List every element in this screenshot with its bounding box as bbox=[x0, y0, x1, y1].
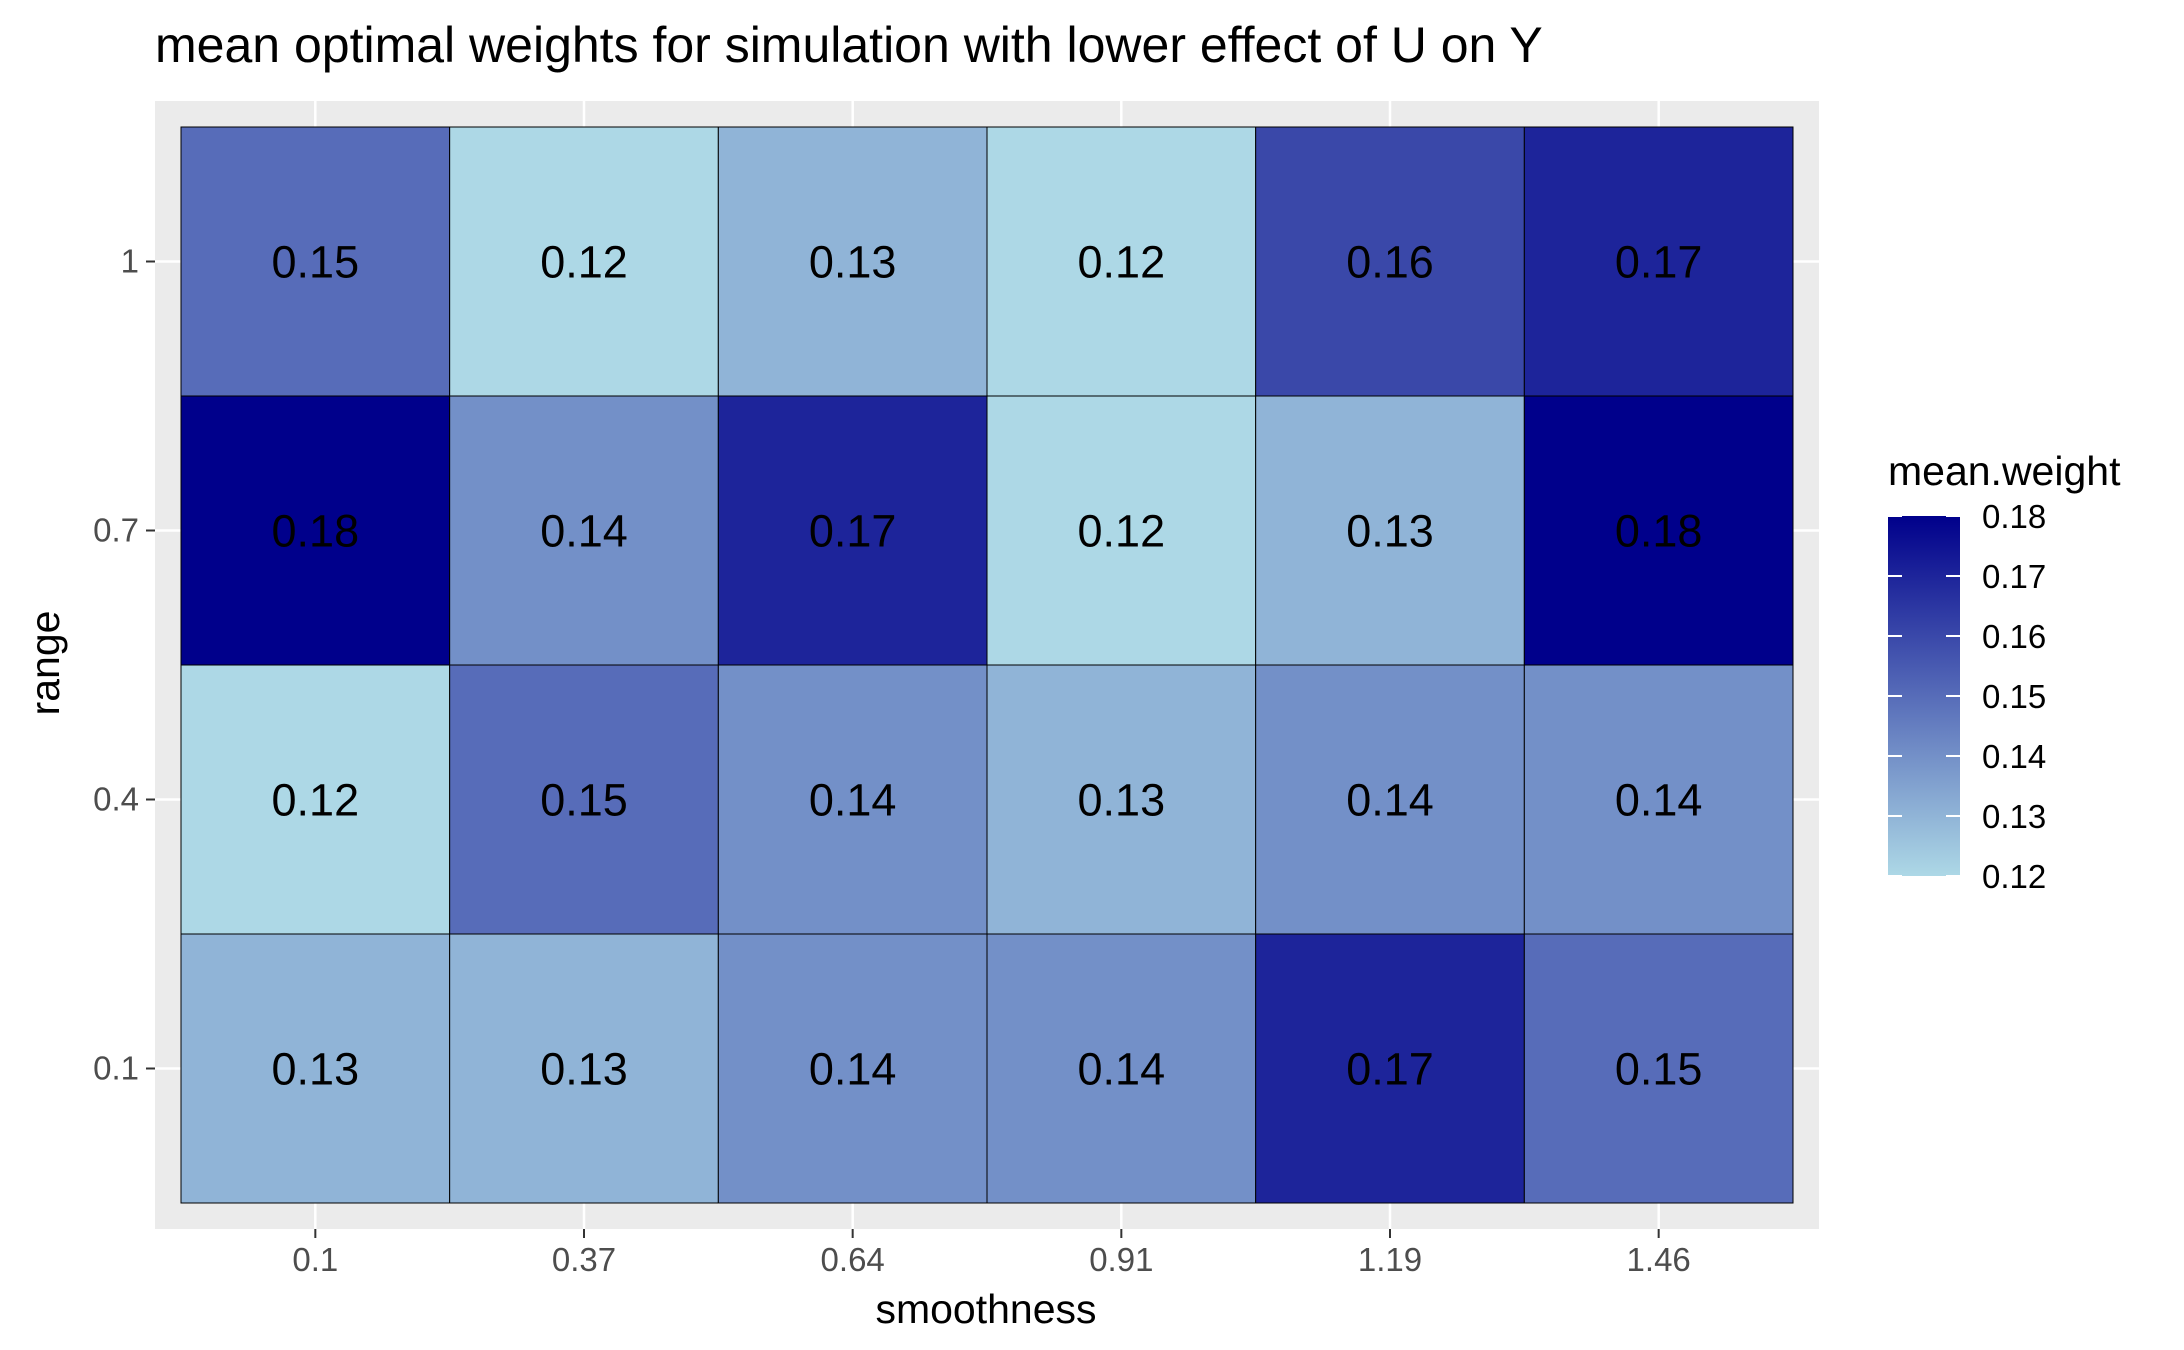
heatmap-cell bbox=[1523, 126, 1794, 397]
cell-value-label: 0.13 bbox=[272, 1044, 360, 1095]
cell-value-label: 0.15 bbox=[540, 775, 628, 826]
y-tick-label: 0.1 bbox=[93, 1050, 139, 1087]
cell-value-label: 0.12 bbox=[272, 775, 360, 826]
cell-value-label: 0.14 bbox=[1615, 775, 1703, 826]
cell-value-label: 0.13 bbox=[540, 1044, 628, 1095]
y-tick-label: 1 bbox=[121, 243, 139, 280]
heatmap-cell bbox=[180, 395, 451, 666]
cell-value-label: 0.17 bbox=[809, 506, 897, 557]
y-tick-label: 0.4 bbox=[93, 781, 139, 818]
heatmap-cell bbox=[986, 126, 1257, 397]
x-tick-label: 0.91 bbox=[1089, 1241, 1153, 1278]
cell-value-label: 0.14 bbox=[540, 506, 628, 557]
legend-tick-label: 0.18 bbox=[1982, 498, 2046, 535]
cell-value-label: 0.14 bbox=[809, 775, 897, 826]
y-tick-label: 0.7 bbox=[93, 512, 139, 549]
cell-value-label: 0.15 bbox=[272, 237, 360, 288]
heatmap-cell bbox=[717, 664, 988, 935]
legend-tick-label: 0.17 bbox=[1982, 558, 2046, 595]
heatmap-cell bbox=[1523, 664, 1794, 935]
cell-value-label: 0.18 bbox=[272, 506, 360, 557]
y-axis: 0.1 0.4 0.7 1 bbox=[93, 243, 155, 1087]
legend-tick-label: 0.13 bbox=[1982, 798, 2046, 835]
cell-value-label: 0.16 bbox=[1346, 237, 1434, 288]
cell-value-label: 0.17 bbox=[1346, 1044, 1434, 1095]
heatmap-cell bbox=[1523, 395, 1794, 666]
cell-value-label: 0.13 bbox=[1346, 506, 1434, 557]
cell-value-label: 0.18 bbox=[1615, 506, 1703, 557]
cell-value-label: 0.12 bbox=[540, 237, 628, 288]
cell-value-label: 0.13 bbox=[1078, 775, 1166, 826]
y-axis-title: range bbox=[22, 611, 68, 716]
heatmap-cell bbox=[1523, 933, 1794, 1204]
cell-value-label: 0.14 bbox=[1078, 1044, 1166, 1095]
legend-tick-label: 0.14 bbox=[1982, 738, 2046, 775]
heatmap-cell bbox=[986, 395, 1257, 666]
x-tick-label: 1.19 bbox=[1358, 1241, 1422, 1278]
legend-tick-label: 0.12 bbox=[1982, 858, 2046, 895]
heatmap-cell bbox=[986, 664, 1257, 935]
heatmap-cell bbox=[717, 395, 988, 666]
heatmap-cell bbox=[449, 395, 719, 666]
color-legend: mean.weight 0.18 0.17 0.16 0.15 0.14 0.13 0.12 bbox=[1888, 448, 2121, 895]
heatmap-cell bbox=[1255, 126, 1525, 397]
cell-value-label: 0.14 bbox=[809, 1044, 897, 1095]
heatmap-cell bbox=[180, 933, 451, 1204]
heatmap-cell bbox=[986, 933, 1257, 1204]
heatmap-cells: 0.13 0.13 0.14 0.14 0.17 0.15 0.12 0.15 0.14 0.13… bbox=[180, 126, 1794, 1204]
x-tick-label: 0.37 bbox=[552, 1241, 616, 1278]
cell-value-label: 0.12 bbox=[1078, 506, 1166, 557]
x-tick-label: 0.1 bbox=[292, 1241, 338, 1278]
cell-value-label: 0.15 bbox=[1615, 1044, 1703, 1095]
legend-tick-label: 0.16 bbox=[1982, 618, 2046, 655]
cell-value-label: 0.17 bbox=[1615, 237, 1703, 288]
heatmap-cell bbox=[717, 933, 988, 1204]
x-axis: 0.1 0.37 0.64 0.91 1.19 1.46 bbox=[292, 1229, 1691, 1278]
legend-tick-label: 0.15 bbox=[1982, 678, 2046, 715]
heatmap-cell bbox=[180, 126, 451, 397]
heatmap-cell bbox=[449, 933, 719, 1204]
cell-value-label: 0.12 bbox=[1078, 237, 1166, 288]
x-tick-label: 0.64 bbox=[821, 1241, 885, 1278]
heatmap-cell bbox=[180, 664, 451, 935]
cell-value-label: 0.13 bbox=[809, 237, 897, 288]
x-tick-label: 1.46 bbox=[1627, 1241, 1691, 1278]
heatmap-cell bbox=[1255, 933, 1525, 1204]
legend-title: mean.weight bbox=[1888, 448, 2121, 494]
chart-title: mean optimal weights for simulation with… bbox=[155, 17, 1543, 73]
heatmap-cell bbox=[1255, 395, 1525, 666]
heatmap-cell bbox=[449, 126, 719, 397]
x-axis-title: smoothness bbox=[875, 1286, 1096, 1332]
cell-value-label: 0.14 bbox=[1346, 775, 1434, 826]
